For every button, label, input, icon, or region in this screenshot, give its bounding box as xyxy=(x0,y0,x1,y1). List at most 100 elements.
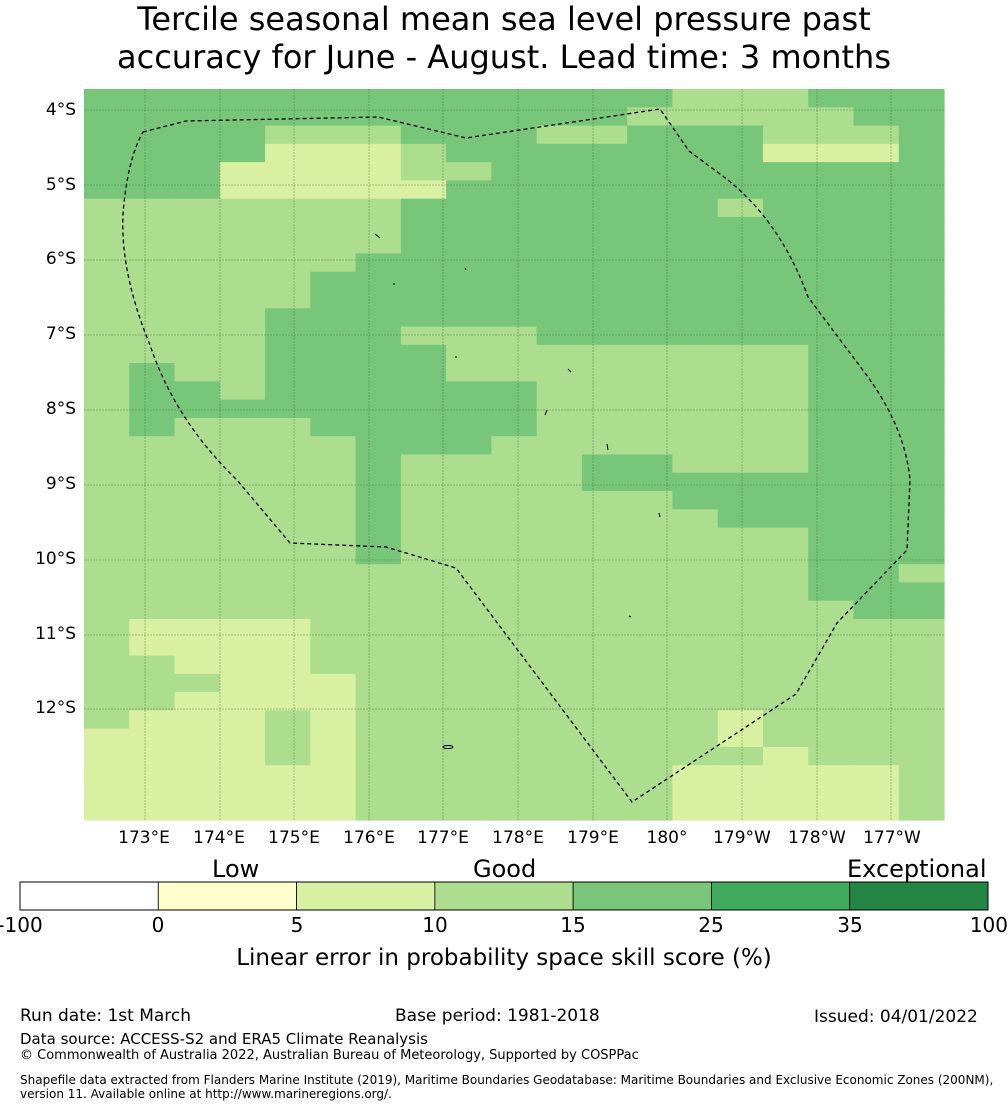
grid-cell xyxy=(853,655,900,675)
grid-cell xyxy=(265,710,311,730)
grid-cell xyxy=(400,728,447,748)
grid-cell xyxy=(536,290,583,309)
grid-cell xyxy=(491,765,538,785)
chart-title: Tercile seasonal mean sea level pressure… xyxy=(0,0,1008,76)
lat-label-11s: 11°S xyxy=(35,624,76,644)
colorbar-frame xyxy=(19,881,989,911)
grid-cell xyxy=(808,143,855,163)
grid-cell xyxy=(581,746,628,766)
grid-cell xyxy=(717,143,764,163)
grid-cell xyxy=(446,728,492,748)
grid-cell xyxy=(310,363,357,383)
grid-cell xyxy=(898,326,945,346)
grid-cell xyxy=(581,692,628,711)
category-good: Good xyxy=(473,855,537,883)
grid-cell xyxy=(400,746,447,766)
grid-cell xyxy=(400,271,447,291)
grid-cell xyxy=(581,673,628,693)
grid-cell xyxy=(219,746,266,766)
lon-label-177w: 177°W xyxy=(863,828,921,848)
grid-cell xyxy=(219,582,266,602)
grid-cell xyxy=(762,363,809,383)
grid-cell xyxy=(84,673,130,693)
grid-cell xyxy=(581,765,628,785)
grid-cell xyxy=(491,673,538,693)
grid-cell xyxy=(400,235,447,255)
grid-cell xyxy=(265,637,311,657)
grid-cell xyxy=(84,637,130,657)
lon-label-176e: 176°E xyxy=(343,828,395,848)
grid-cell xyxy=(536,417,583,437)
grid-cell xyxy=(627,673,674,693)
grid-cell xyxy=(581,180,628,200)
grid-cell xyxy=(536,454,583,474)
grid-cell xyxy=(84,801,130,821)
grid-cell xyxy=(310,381,357,401)
grid-cell xyxy=(536,582,583,602)
grid-cell xyxy=(627,198,674,218)
grid-cell xyxy=(84,344,130,364)
grid-cell xyxy=(219,692,266,711)
grid-cell xyxy=(581,344,628,364)
grid-cell xyxy=(129,673,176,693)
grid-cell xyxy=(717,710,764,730)
grid-cell xyxy=(446,783,492,803)
grid-cell xyxy=(400,783,447,803)
grid-cell xyxy=(627,89,674,108)
grid-cell xyxy=(717,436,764,456)
grid-cell xyxy=(310,710,357,730)
grid-cell xyxy=(808,472,855,492)
grid-cell xyxy=(219,417,266,437)
grid-cell xyxy=(355,673,402,693)
grid-cell xyxy=(536,162,583,181)
grid-cell xyxy=(536,765,583,785)
grid-cell xyxy=(491,271,538,291)
grid-cell xyxy=(536,308,583,328)
grid-cell xyxy=(310,527,357,547)
grid-cell xyxy=(581,290,628,309)
grid-cell xyxy=(491,180,538,200)
grid-cell xyxy=(627,417,674,437)
grid-cell xyxy=(536,180,583,200)
grid-cell xyxy=(129,180,176,200)
grid-cell xyxy=(853,710,900,730)
grid-cell xyxy=(446,180,492,200)
grid-cell xyxy=(808,417,855,437)
grid-cell xyxy=(84,728,130,748)
grid-cell xyxy=(853,582,900,602)
grid-cell xyxy=(219,381,266,401)
grid-cell xyxy=(265,89,311,108)
grid-cell xyxy=(762,746,809,766)
grid-cell xyxy=(717,564,764,584)
grid-cell xyxy=(762,290,809,309)
grid-cell xyxy=(672,180,719,200)
category-low: Low xyxy=(212,855,260,883)
grid-cell xyxy=(219,564,266,584)
grid-cell xyxy=(491,235,538,255)
grid-cell xyxy=(400,344,447,364)
grid-cell xyxy=(174,326,221,346)
grid-cell xyxy=(129,472,176,492)
grid-cell xyxy=(446,655,492,675)
grid-cell xyxy=(491,107,538,127)
grid-cell xyxy=(898,637,945,657)
grid-cell xyxy=(174,216,221,236)
grid-cell xyxy=(536,89,583,108)
grid-cell xyxy=(536,783,583,803)
grid-cell xyxy=(129,326,176,346)
grid-cell xyxy=(400,89,447,108)
grid-cell xyxy=(536,472,583,492)
grid-cell xyxy=(898,198,945,218)
grid-cell xyxy=(355,491,402,510)
grid-cell xyxy=(84,271,130,291)
grid-cell xyxy=(762,271,809,291)
grid-cell xyxy=(627,765,674,785)
grid-cell xyxy=(717,107,764,127)
colorbar-segment xyxy=(572,881,712,911)
grid-cell xyxy=(898,472,945,492)
grid-cell xyxy=(174,710,221,730)
grid-cell xyxy=(129,143,176,163)
grid-cell xyxy=(265,162,311,181)
grid-cell xyxy=(717,363,764,383)
